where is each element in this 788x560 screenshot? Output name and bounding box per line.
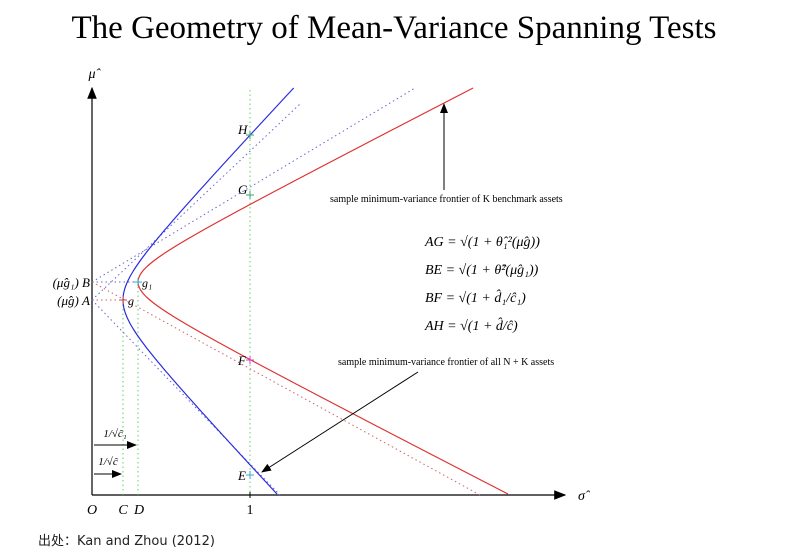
y-tick-label: (μ̂g₁) B [53,275,90,290]
x-label: σ̂ [578,489,591,504]
x-tick-label: O [87,503,97,518]
x-tick-label: 1 [247,503,254,518]
y-tick-label: (μ̂g) A [57,293,90,308]
equation: AH = √(1 + d̂/ĉ) [424,317,518,334]
markers [119,131,254,479]
equation: BE = √(1 + θ̂²(μ̂g₁)) [425,263,539,278]
curve [91,281,481,496]
title: The Geometry of Mean-Variance Spanning T… [72,10,717,46]
width-label: 1/√ĉ [98,456,118,468]
annotation: sample minimum-variance frontier of all … [338,357,554,368]
frontiers [122,87,509,495]
point-label: G [238,182,248,197]
width-label: 1/√ĉ₁ [103,428,126,440]
guides [92,90,251,495]
curve [137,87,509,495]
curve [91,103,301,301]
x-tick-label: C [118,503,128,518]
point-label: g [128,294,134,308]
curve [122,87,295,495]
equation: BF = √(1 + d̂₁/ĉ₁) [425,289,526,306]
point-label: F [237,353,247,368]
x-tick-label: D [133,503,144,518]
asymptotes [91,87,481,496]
equation: AG = √(1 + θ̂₁²(μ̂g)) [424,235,540,250]
y-label: μ̂ [87,67,101,82]
curve [91,87,416,283]
point-label: g₁ [142,276,152,290]
source: 出处：Kan and Zhou (2012) [38,534,215,549]
curve [91,299,281,496]
point-label: E [237,468,246,483]
arrow [261,371,419,473]
point-label: H [237,122,248,137]
annotation: sample minimum-variance frontier of K be… [330,194,563,205]
